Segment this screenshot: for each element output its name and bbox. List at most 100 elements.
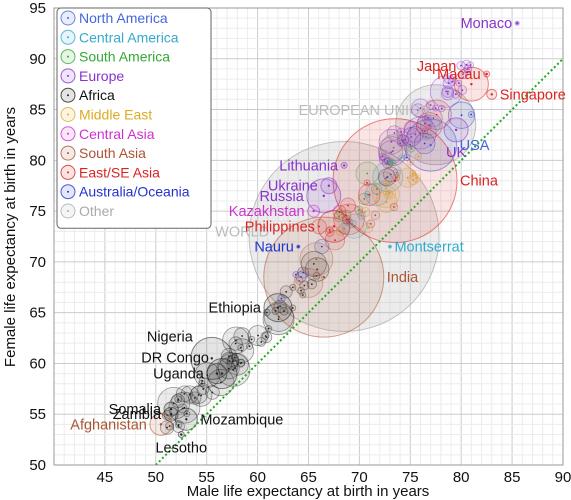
- country-dot: [466, 68, 469, 71]
- country-dot: [302, 271, 305, 274]
- country-dot: [400, 156, 403, 159]
- country-dot: [388, 191, 391, 194]
- legend-label: North America: [79, 10, 168, 26]
- country-dot: [188, 393, 191, 396]
- country-dot: [390, 160, 393, 163]
- country-dot: [210, 357, 213, 360]
- y-tick-label: 50: [29, 457, 46, 474]
- legend-label: South America: [79, 49, 170, 65]
- country-dot: [451, 80, 454, 83]
- country-dot: [298, 280, 301, 282]
- country-dot: [233, 356, 236, 359]
- country-label: Nauru: [254, 240, 294, 256]
- country-dot: [461, 89, 464, 91]
- country-label: DR Congo: [141, 351, 209, 367]
- country-dot: [388, 164, 390, 166]
- country-dot: [419, 107, 422, 110]
- legend-marker-dot: [67, 152, 69, 155]
- legend-marker-dot: [67, 171, 69, 174]
- country-dot: [177, 399, 179, 402]
- country-dot: [411, 172, 414, 175]
- country-label: China: [460, 174, 499, 190]
- country-dot: [301, 294, 304, 296]
- country-dot: [320, 245, 323, 248]
- country-dot: [334, 239, 336, 242]
- country-dot: [417, 109, 419, 112]
- country-label: Japan: [417, 59, 457, 75]
- country-dot: [180, 433, 183, 436]
- country-dot: [384, 177, 387, 180]
- country-dot: [248, 345, 251, 348]
- country-dot: [265, 311, 268, 314]
- country-dot: [159, 423, 163, 426]
- country-dot: [375, 188, 378, 190]
- x-tick-label: 90: [555, 469, 571, 486]
- aggregate-label: WORLD: [215, 225, 269, 241]
- country-dot: [395, 176, 398, 179]
- country-dot: [291, 286, 294, 289]
- country-dot: [446, 92, 449, 95]
- country-label: Zambia: [113, 407, 162, 423]
- country-dot: [381, 155, 384, 158]
- country-dot: [386, 176, 388, 179]
- country-dot: [283, 310, 285, 313]
- country-label: Ukraine: [268, 179, 318, 195]
- country-dot: [386, 161, 389, 164]
- country-dot: [383, 158, 386, 161]
- country-dot: [185, 418, 188, 421]
- country-dot: [401, 139, 404, 142]
- legend-label: Central America: [79, 29, 179, 45]
- legend-marker-dot: [67, 113, 69, 116]
- country-dot: [399, 142, 402, 145]
- country-dot: [200, 382, 203, 385]
- y-tick-label: 90: [29, 51, 46, 68]
- country-label: India: [387, 270, 419, 286]
- country-dot: [360, 214, 363, 217]
- country-label: Nigeria: [147, 329, 194, 345]
- country-dot: [303, 284, 306, 287]
- country-dot: [386, 160, 389, 163]
- legend-label: South Asia: [79, 145, 146, 161]
- country-dot: [220, 372, 224, 375]
- country-dot: [166, 426, 168, 429]
- legend: North America Central America South Americ…: [56, 7, 212, 229]
- country-label: UK: [446, 145, 466, 161]
- country-dot: [363, 198, 366, 200]
- country-dot: [315, 274, 318, 277]
- country-label: Macau: [437, 67, 481, 83]
- country-dot: [318, 225, 321, 228]
- country-dot: [390, 151, 393, 154]
- country-dot: [310, 283, 313, 286]
- country-dot: [429, 143, 432, 147]
- country-dot: [277, 318, 280, 321]
- legend-marker-dot: [67, 74, 69, 77]
- plot-frame: [53, 7, 564, 466]
- country-dot: [297, 245, 300, 248]
- country-dot: [260, 341, 263, 343]
- legend-label: Europe: [79, 68, 124, 84]
- country-label: Lithuania: [279, 158, 339, 174]
- country-dot: [197, 393, 200, 396]
- country-dot: [183, 393, 186, 395]
- aggregate-bubble: [248, 141, 440, 332]
- legend-label: Middle East: [79, 107, 152, 123]
- country-dot: [445, 90, 447, 93]
- country-dot: [432, 117, 435, 119]
- country-dot: [367, 227, 369, 229]
- country-dot: [257, 334, 259, 337]
- legend-marker-dot: [67, 55, 69, 58]
- country-dot: [423, 142, 426, 145]
- y-tick-label: 65: [29, 305, 46, 322]
- legend-marker-dot: [67, 17, 69, 19]
- country-label: Russia: [259, 189, 304, 205]
- country-dot: [385, 201, 388, 203]
- country-dot: [322, 194, 325, 198]
- plot-area: [149, 20, 563, 465]
- country-dot: [429, 104, 432, 106]
- country-dot: [415, 176, 418, 179]
- country-dot: [454, 93, 457, 96]
- country-dot: [307, 282, 310, 284]
- country-dot: [366, 172, 369, 175]
- country-dot: [215, 372, 219, 375]
- y-tick-label: 80: [29, 152, 46, 169]
